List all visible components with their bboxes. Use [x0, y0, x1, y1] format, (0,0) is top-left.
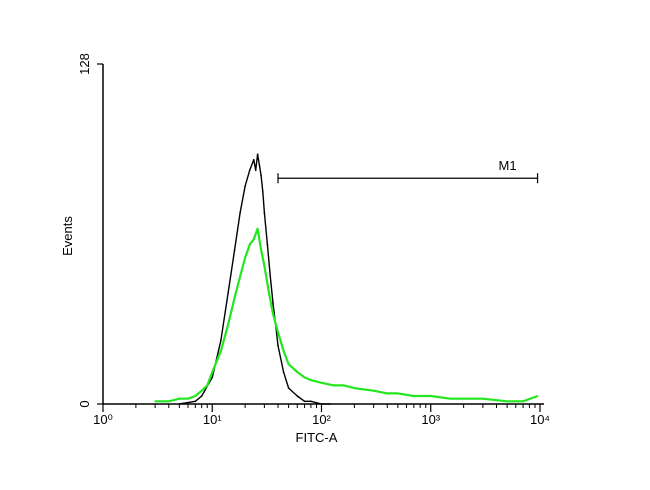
series-point: [413, 395, 415, 397]
series-point: [397, 392, 399, 395]
series-point: [462, 397, 465, 400]
series-0: [178, 153, 331, 405]
x-tick-label: 10³: [421, 412, 440, 427]
series-point: [252, 158, 255, 161]
series-point: [252, 238, 255, 241]
series-point: [260, 249, 262, 251]
series-point: [482, 397, 484, 400]
series-point: [429, 395, 432, 397]
series-point: [449, 397, 451, 400]
y-axis-title: Events: [60, 216, 75, 256]
series-point: [154, 400, 156, 403]
series-point: [353, 387, 356, 389]
series-point: [296, 371, 299, 373]
series-point: [287, 387, 290, 389]
x-tick-label: 10⁴: [530, 412, 550, 427]
series-point: [320, 403, 323, 405]
series-point: [277, 331, 279, 334]
series-point: [277, 344, 279, 347]
series-point: [233, 249, 236, 251]
series-point: [220, 350, 222, 352]
series-point: [263, 211, 266, 214]
series-point: [303, 376, 306, 379]
series-point: [506, 400, 508, 403]
series-point: [178, 403, 181, 405]
series-point: [187, 397, 189, 400]
marker-layer: M1: [277, 158, 539, 184]
series-point: [211, 376, 214, 379]
y-tick-label: 128: [77, 53, 92, 75]
series-point: [194, 395, 197, 397]
series-1: [154, 227, 539, 403]
series-point: [287, 363, 290, 365]
y-axis-ticks: 0 128: [77, 53, 103, 408]
marker-gate: M1: [277, 158, 539, 184]
series-point: [239, 275, 241, 278]
x-axis-title: FITC-A: [296, 430, 338, 445]
series-point: [167, 400, 170, 403]
series-layer: [154, 153, 539, 405]
series-point: [200, 389, 203, 392]
series-point: [266, 243, 269, 246]
series-point: [268, 291, 270, 294]
series-point: [248, 243, 251, 246]
axes: [102, 64, 544, 405]
series-line: [179, 153, 331, 405]
series-point: [239, 211, 241, 214]
series-point: [272, 312, 274, 315]
x-tick-label: 10⁰: [93, 412, 113, 427]
y-tick-label: 0: [77, 400, 92, 407]
series-point: [220, 339, 222, 342]
series-point: [320, 381, 323, 384]
series-point: [258, 164, 261, 166]
series-point: [200, 395, 203, 397]
series-point: [211, 371, 214, 373]
x-tick-label: 10¹: [203, 412, 222, 427]
series-point: [244, 185, 246, 187]
series-point: [256, 153, 259, 156]
series-point: [178, 397, 181, 400]
series-point: [254, 169, 257, 172]
series-point: [343, 384, 345, 387]
series-point: [227, 291, 230, 294]
series-point: [303, 400, 306, 403]
series-point: [233, 296, 236, 299]
series-point: [269, 275, 272, 278]
series-point: [263, 265, 266, 267]
marker-label: M1: [499, 158, 517, 173]
series-point: [296, 395, 299, 397]
series-point: [248, 169, 251, 172]
x-axis-ticks: 10⁰ 10¹ 10² 10³ 10⁴: [93, 404, 550, 427]
x-tick-label: 10²: [312, 412, 331, 427]
series-point: [244, 257, 246, 259]
series-point: [522, 400, 524, 403]
series-point: [206, 384, 209, 387]
series-point: [227, 323, 230, 326]
series-point: [310, 400, 312, 403]
series-point: [272, 302, 274, 304]
series-point: [310, 379, 312, 381]
series-point: [386, 392, 389, 395]
series-point: [256, 227, 259, 230]
series-point: [194, 400, 197, 403]
series-point: [372, 389, 375, 392]
series-point: [329, 403, 331, 405]
series-point: [261, 190, 264, 193]
series-point: [536, 395, 539, 397]
series-point: [260, 174, 262, 177]
series-point: [333, 384, 335, 387]
series-point: [282, 371, 285, 373]
series-point: [282, 350, 285, 352]
